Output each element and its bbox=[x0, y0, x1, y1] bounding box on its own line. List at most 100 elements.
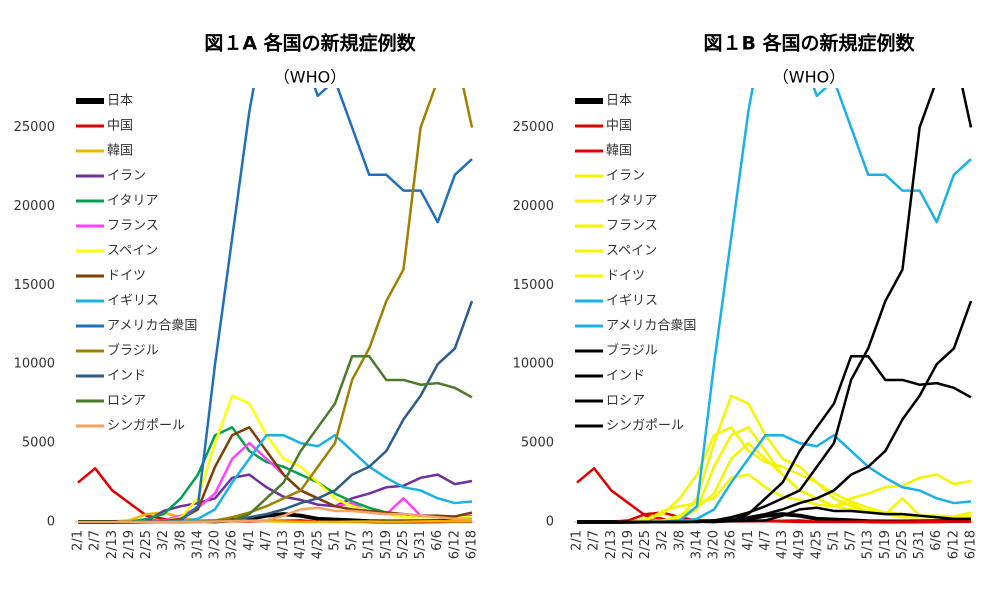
legend-label: イタリア bbox=[606, 194, 657, 209]
x-tick-label: 5/7 bbox=[844, 530, 859, 551]
series-line bbox=[78, 511, 473, 524]
chart-subtitle: （WHO） bbox=[274, 68, 346, 87]
legend-label: シンガポール bbox=[606, 419, 684, 434]
x-tick-label: 3/8 bbox=[672, 530, 687, 551]
x-tick-label: 3/2 bbox=[655, 530, 670, 551]
y-tick-label: 5000 bbox=[521, 436, 554, 451]
y-tick-label: 5000 bbox=[22, 436, 55, 451]
x-tick-label: 4/19 bbox=[792, 530, 807, 559]
y-tick-label: 15000 bbox=[513, 278, 554, 293]
series-line bbox=[577, 506, 971, 524]
x-tick-label: 2/7 bbox=[88, 530, 103, 551]
chart: 図１B 各国の新規症例数 （WHO） 0 5000 10000 15000 20000 250… bbox=[513, 32, 979, 560]
x-tick-label: 3/20 bbox=[208, 530, 223, 559]
x-tick-label: 6/6 bbox=[430, 530, 445, 551]
chart-title: 図１B 各国の新規症例数 bbox=[703, 32, 915, 55]
x-tick-label: 3/14 bbox=[190, 530, 205, 559]
x-tick-label: 6/12 bbox=[946, 530, 961, 559]
legend-label: インド bbox=[107, 369, 146, 384]
x-tick-label: 6/18 bbox=[964, 530, 979, 559]
x-tick-label: 5/1 bbox=[826, 530, 841, 551]
legend-label: アメリカ合衆国 bbox=[606, 318, 696, 334]
x-tick-label: 6/12 bbox=[447, 530, 462, 559]
legend-label: 韓国 bbox=[107, 144, 133, 159]
plot bbox=[77, 88, 474, 524]
legend-label: 中国 bbox=[107, 119, 133, 134]
legend-label: ロシア bbox=[107, 394, 146, 409]
y-tick-label: 0 bbox=[546, 515, 554, 530]
legend-label: スペイン bbox=[606, 244, 657, 259]
y-tick-label: 10000 bbox=[513, 357, 554, 372]
x-tick-label: 2/25 bbox=[139, 530, 154, 559]
x-tick-label: 3/20 bbox=[707, 530, 722, 559]
x-tick-label: 5/31 bbox=[912, 530, 927, 559]
x-tick-label: 5/13 bbox=[861, 530, 876, 559]
legend-label: イラン bbox=[606, 169, 645, 184]
x-tick-label: 2/13 bbox=[105, 530, 120, 559]
chart-subtitle: （WHO） bbox=[773, 68, 845, 87]
legend-label: ドイツ bbox=[606, 269, 645, 284]
legend-label: イギリス bbox=[107, 294, 159, 309]
x-tick-label: 5/31 bbox=[413, 530, 428, 559]
legend-label: ブラジル bbox=[107, 343, 159, 359]
x-tick-label: 4/7 bbox=[259, 530, 274, 551]
x-tick-label: 4/1 bbox=[242, 530, 257, 551]
x-tick-label: 3/14 bbox=[689, 530, 704, 559]
legend-label: 韓国 bbox=[606, 144, 632, 159]
x-tick-label: 2/1 bbox=[570, 530, 585, 551]
series-line bbox=[78, 506, 472, 524]
legend-label: イギリス bbox=[606, 294, 658, 309]
legend-label: ロシア bbox=[606, 394, 645, 409]
legend-label: スペイン bbox=[107, 244, 158, 259]
x-tick-label: 4/25 bbox=[809, 530, 824, 559]
chart-title: 図１A 各国の新規症例数 bbox=[204, 32, 416, 55]
x-tick-label: 4/1 bbox=[741, 530, 756, 551]
x-tick-label: 2/19 bbox=[122, 530, 137, 559]
legend-label: アメリカ合衆国 bbox=[107, 318, 197, 334]
x-tick-label: 5/1 bbox=[327, 530, 342, 551]
legend-label: ブラジル bbox=[606, 343, 658, 359]
x-tick-label: 3/2 bbox=[156, 530, 171, 551]
y-tick-label: 25000 bbox=[14, 120, 55, 135]
x-tick-label: 5/19 bbox=[379, 530, 394, 559]
legend-label: フランス bbox=[107, 219, 159, 234]
x-tick-label: 4/19 bbox=[293, 530, 308, 559]
x-tick-label: 5/13 bbox=[362, 530, 377, 559]
x-tick-label: 3/8 bbox=[173, 530, 188, 551]
x-tick-label: 2/13 bbox=[604, 530, 619, 559]
legend-label: ドイツ bbox=[107, 269, 146, 284]
x-tick-label: 3/26 bbox=[225, 530, 240, 559]
legend-label: イタリア bbox=[107, 194, 158, 209]
x-tick-label: 4/25 bbox=[310, 530, 325, 559]
y-tick-label: 25000 bbox=[513, 120, 554, 135]
x-tick-label: 6/6 bbox=[929, 530, 944, 551]
x-tick-label: 5/19 bbox=[878, 530, 893, 559]
legend-label: インド bbox=[606, 369, 645, 384]
legend-label: イラン bbox=[107, 169, 146, 184]
y-tick-label: 15000 bbox=[14, 278, 55, 293]
y-tick-label: 0 bbox=[47, 515, 55, 530]
legend-label: 日本 bbox=[606, 94, 632, 109]
series-line bbox=[78, 88, 474, 524]
legend-label: 日本 bbox=[107, 94, 133, 109]
x-tick-label: 2/25 bbox=[638, 530, 653, 559]
series-line bbox=[577, 88, 973, 524]
chart: 図１A 各国の新規症例数 （WHO） 0 5000 10000 15000 20000 250… bbox=[14, 32, 480, 560]
legend-label: 中国 bbox=[606, 119, 632, 134]
x-tick-label: 2/7 bbox=[587, 530, 602, 551]
x-tick-label: 6/18 bbox=[465, 530, 480, 559]
x-tick-label: 4/13 bbox=[276, 530, 291, 559]
x-tick-label: 2/1 bbox=[71, 530, 86, 551]
legend-label: シンガポール bbox=[107, 419, 185, 434]
y-tick-label: 20000 bbox=[513, 199, 554, 214]
x-tick-label: 5/25 bbox=[396, 530, 411, 559]
y-tick-label: 10000 bbox=[14, 357, 55, 372]
x-tick-label: 5/7 bbox=[345, 530, 360, 551]
legend-label: フランス bbox=[606, 219, 658, 234]
x-tick-label: 4/7 bbox=[758, 530, 773, 551]
series-line bbox=[577, 511, 972, 524]
x-tick-label: 5/25 bbox=[895, 530, 910, 559]
plot bbox=[576, 88, 973, 524]
x-tick-label: 3/26 bbox=[724, 530, 739, 559]
